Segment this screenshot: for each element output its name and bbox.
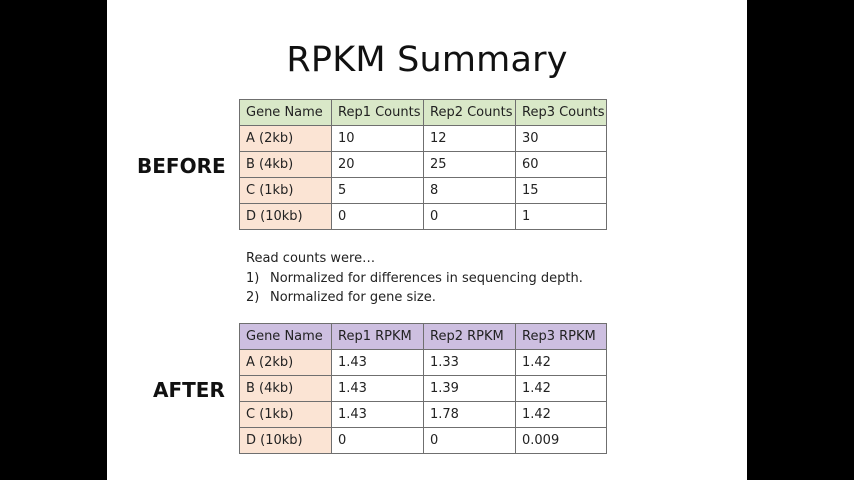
gene-name-cell: C (1kb) — [239, 177, 332, 204]
table-cell: 30 — [515, 125, 607, 152]
table-row: D (10kb) 0 0 0.009 — [239, 427, 607, 454]
after-table: Gene Name Rep1 RPKM Rep2 RPKM Rep3 RPKM … — [239, 323, 607, 454]
table-cell: 25 — [423, 151, 516, 178]
column-header: Rep1 Counts — [331, 99, 424, 126]
table-header-row: Gene Name Rep1 RPKM Rep2 RPKM Rep3 RPKM — [239, 323, 607, 350]
gene-name-cell: A (2kb) — [239, 349, 332, 376]
before-table: Gene Name Rep1 Counts Rep2 Counts Rep3 C… — [239, 99, 607, 230]
after-label: AFTER — [153, 378, 225, 402]
table-cell: 20 — [331, 151, 424, 178]
list-number: 2) — [246, 290, 260, 305]
table-row: B (4kb) 20 25 60 — [239, 151, 607, 178]
table-row: C (1kb) 1.43 1.78 1.42 — [239, 401, 607, 428]
gene-name-cell: D (10kb) — [239, 427, 332, 454]
table-cell: 1.42 — [515, 375, 607, 402]
normalization-notes: Read counts were… 1) Normalized for diffe… — [246, 249, 583, 308]
column-header: Gene Name — [239, 99, 332, 126]
table-cell: 1.78 — [423, 401, 516, 428]
table-cell: 1.42 — [515, 349, 607, 376]
table-cell: 1.43 — [331, 375, 424, 402]
table-cell: 1 — [515, 203, 607, 230]
notes-intro: Read counts were… — [246, 251, 376, 266]
table-row: B (4kb) 1.43 1.39 1.42 — [239, 375, 607, 402]
gene-name-cell: C (1kb) — [239, 401, 332, 428]
table-row: A (2kb) 1.43 1.33 1.42 — [239, 349, 607, 376]
table-cell: 0 — [423, 203, 516, 230]
table-cell: 1.43 — [331, 401, 424, 428]
table-cell: 8 — [423, 177, 516, 204]
column-header: Rep2 RPKM — [423, 323, 516, 350]
table-cell: 0 — [331, 427, 424, 454]
table-row: C (1kb) 5 8 15 — [239, 177, 607, 204]
list-text: Normalized for gene size. — [270, 290, 436, 305]
list-item: 2) Normalized for gene size. — [246, 288, 583, 308]
table-cell: 1.33 — [423, 349, 516, 376]
list-number: 1) — [246, 270, 260, 286]
table-cell: 0.009 — [515, 427, 607, 454]
table-cell: 60 — [515, 151, 607, 178]
gene-name-cell: B (4kb) — [239, 151, 332, 178]
table-cell: 12 — [423, 125, 516, 152]
gene-name-cell: A (2kb) — [239, 125, 332, 152]
table-cell: 0 — [331, 203, 424, 230]
column-header: Rep3 RPKM — [515, 323, 607, 350]
list-text: Normalized for differences in sequencing… — [270, 270, 583, 286]
table-cell: 0 — [423, 427, 516, 454]
list-item: 1) Normalized for differences in sequenci… — [246, 269, 583, 289]
before-label: BEFORE — [137, 154, 226, 178]
slide: RPKM Summary BEFORE Gene Name Rep1 Count… — [107, 0, 747, 480]
table-cell: 5 — [331, 177, 424, 204]
column-header: Rep1 RPKM — [331, 323, 424, 350]
table-cell: 1.42 — [515, 401, 607, 428]
table-cell: 10 — [331, 125, 424, 152]
table-row: D (10kb) 0 0 1 — [239, 203, 607, 230]
table-cell: 1.39 — [423, 375, 516, 402]
table-cell: 1.43 — [331, 349, 424, 376]
gene-name-cell: D (10kb) — [239, 203, 332, 230]
column-header: Rep3 Counts — [515, 99, 607, 126]
table-row: A (2kb) 10 12 30 — [239, 125, 607, 152]
column-header: Rep2 Counts — [423, 99, 516, 126]
column-header: Gene Name — [239, 323, 332, 350]
gene-name-cell: B (4kb) — [239, 375, 332, 402]
table-header-row: Gene Name Rep1 Counts Rep2 Counts Rep3 C… — [239, 99, 607, 126]
table-cell: 15 — [515, 177, 607, 204]
slide-title: RPKM Summary — [286, 40, 568, 80]
